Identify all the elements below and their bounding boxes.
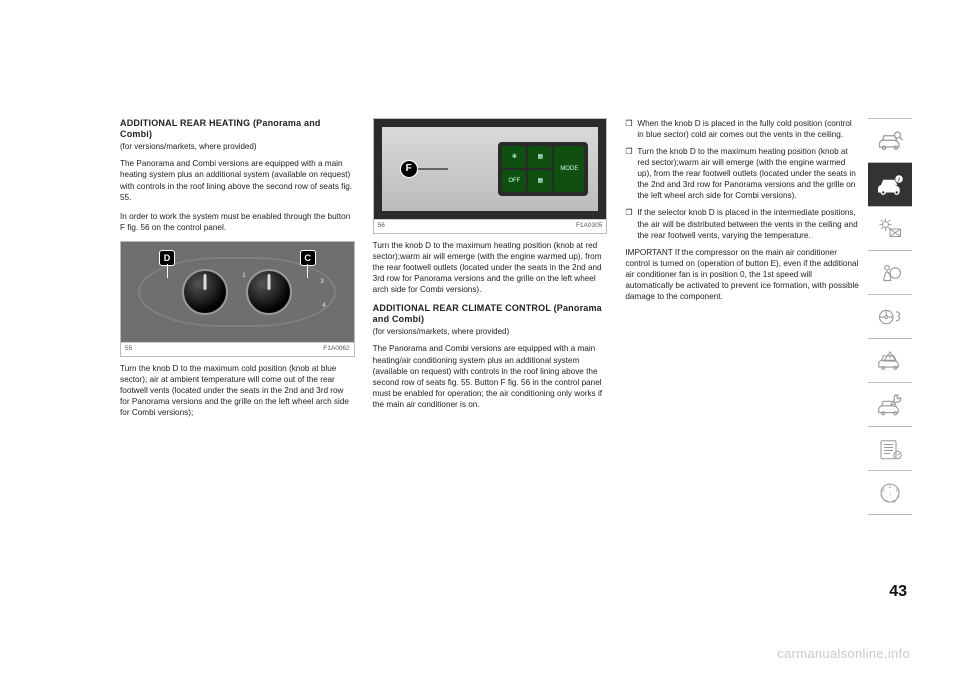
paragraph: The Panorama and Combi versions are equi…: [120, 158, 355, 202]
index-icon: Z E A D T C B I: [868, 471, 912, 515]
bullet-item: ❒ Turn the knob D to the maximum heating…: [625, 146, 860, 201]
svg-text:A: A: [897, 493, 900, 498]
button-label-f: F: [400, 160, 418, 178]
subheading-provided-1: (for versions/markets, where provided): [120, 142, 355, 153]
weather-icon: [868, 207, 912, 251]
fan-button-icon: ✻: [502, 146, 526, 168]
paragraph: Turn the knob D to the maximum cold posi…: [120, 363, 355, 418]
mode-button: MODE: [554, 146, 584, 192]
figure-number: 55: [125, 345, 132, 354]
car-search-icon: [868, 119, 912, 163]
figure-code: F1A0062: [323, 345, 349, 354]
manual-page: ADDITIONAL REAR HEATING (Panorama and Co…: [0, 0, 960, 679]
svg-text:T: T: [885, 498, 888, 503]
svg-text:E: E: [896, 487, 899, 492]
rear-defrost-button-icon: ▦: [528, 170, 552, 192]
page-number: 43: [889, 583, 907, 601]
paragraph: The Panorama and Combi versions are equi…: [373, 343, 608, 409]
figure-56-image: F ✻ OFF ▦ ▦ MODE: [374, 119, 607, 219]
svg-text:B: B: [882, 487, 885, 492]
bullet-text: If the selector knob D is placed in the …: [637, 207, 860, 240]
bullet-icon: ❒: [625, 207, 637, 240]
figure-55: D C 1 3 4 55 F1A0062: [120, 241, 355, 357]
svg-text:Z: Z: [889, 483, 892, 488]
svg-text:C: C: [881, 493, 885, 498]
paragraph-important: IMPORTANT If the compressor on the main …: [625, 247, 860, 302]
knob-d: [182, 269, 228, 315]
warning-icon: [868, 339, 912, 383]
paragraph: In order to work the system must be enab…: [120, 211, 355, 233]
off-button-icon: OFF: [502, 170, 526, 192]
figure-55-caption: 55 F1A0062: [121, 342, 354, 356]
service-icon: [868, 383, 912, 427]
figure-56: F ✻ OFF ▦ ▦ MODE: [373, 118, 608, 234]
defrost-button-icon: ▦: [528, 146, 552, 168]
figure-56-caption: 56 F1A0305: [374, 219, 607, 233]
bullet-icon: ❒: [625, 118, 637, 140]
content-columns: ADDITIONAL REAR HEATING (Panorama and Co…: [120, 118, 860, 598]
knob-c: [246, 269, 292, 315]
column-1: ADDITIONAL REAR HEATING (Panorama and Co…: [120, 118, 355, 598]
bullet-text: When the knob D is placed in the fully c…: [637, 118, 860, 140]
heading-rear-heating: ADDITIONAL REAR HEATING (Panorama and Co…: [120, 118, 355, 140]
knob-panel: [121, 242, 354, 342]
watermark-text: carmanualsonline.info: [777, 646, 910, 661]
bullet-item: ❒ If the selector knob D is placed in th…: [625, 207, 860, 240]
chapter-sidebar: i: [868, 118, 912, 515]
bullet-item: ❒ When the knob D is placed in the fully…: [625, 118, 860, 140]
climate-panel: F ✻ OFF ▦ ▦ MODE: [382, 127, 599, 211]
figure-55-image: D C 1 3 4: [121, 242, 354, 342]
bullet-text: Turn the knob D to the maximum heating p…: [637, 146, 860, 201]
figure-code: F1A0305: [576, 222, 602, 231]
column-2: F ✻ OFF ▦ ▦ MODE: [373, 118, 608, 598]
figure-number: 56: [378, 222, 385, 231]
specs-icon: [868, 427, 912, 471]
bullet-icon: ❒: [625, 146, 637, 201]
svg-text:I: I: [889, 491, 890, 496]
button-cluster: ✻ OFF ▦ ▦ MODE: [498, 142, 588, 196]
airbag-icon: [868, 251, 912, 295]
car-info-icon: i: [868, 163, 912, 207]
column-3: ❒ When the knob D is placed in the fully…: [625, 118, 860, 598]
heading-rear-climate: ADDITIONAL REAR CLIMATE CONTROL (Panoram…: [373, 303, 608, 325]
paragraph: Turn the knob D to the maximum heating p…: [373, 240, 608, 295]
subheading-provided-2: (for versions/markets, where provided): [373, 327, 608, 338]
steering-icon: [868, 295, 912, 339]
